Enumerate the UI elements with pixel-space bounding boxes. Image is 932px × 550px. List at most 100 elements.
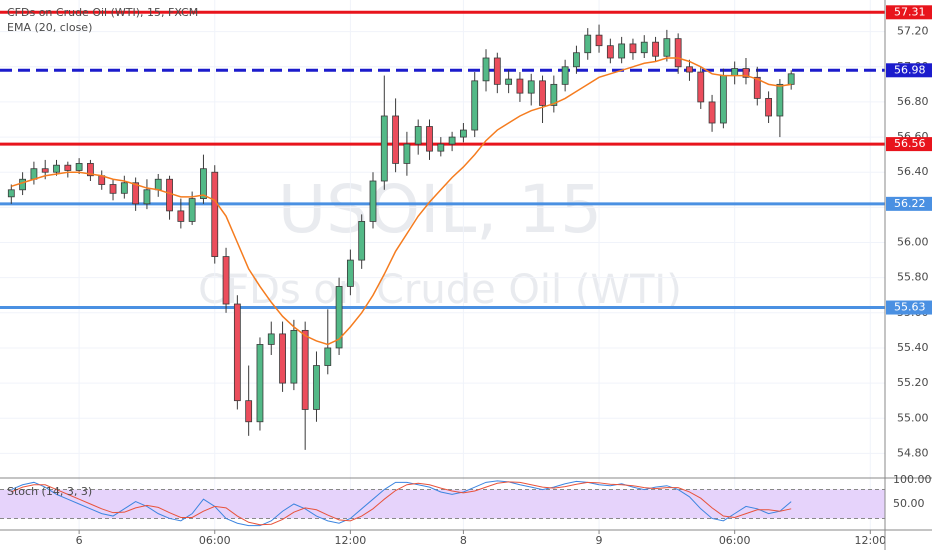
candle-body <box>369 180 377 222</box>
candle-body <box>674 38 682 68</box>
candle-body <box>245 400 253 423</box>
candle-body <box>471 80 479 131</box>
candle-body <box>584 34 592 54</box>
candle-body <box>787 73 795 85</box>
candle-body <box>200 168 207 199</box>
candle-body <box>776 83 784 117</box>
candle-body <box>166 178 173 212</box>
candle-body <box>516 78 524 94</box>
y-tick-label: 56.80 <box>897 95 929 108</box>
candle-body <box>527 80 535 94</box>
candle-body <box>629 43 637 54</box>
watermark-symbol: USOIL, 15 <box>278 171 602 248</box>
y-tick-label: 55.00 <box>897 411 929 424</box>
candle-body <box>7 189 15 198</box>
candle-body <box>211 171 219 257</box>
candle-body <box>267 333 275 345</box>
candle-body <box>606 45 614 59</box>
stoch-title: Stoch (14, 3, 3) <box>7 485 92 498</box>
x-tick-label: 9 <box>596 534 603 547</box>
y-tick-label: 57.20 <box>897 25 929 38</box>
stoch-line <box>11 480 792 527</box>
candle-body <box>618 43 626 59</box>
y-tick-label: 50.00 <box>893 497 925 510</box>
level-tag <box>886 300 932 315</box>
candle-body <box>143 189 151 205</box>
level-tag <box>886 5 932 20</box>
candle-body <box>595 34 603 47</box>
candle-body <box>346 259 354 287</box>
candle-body <box>573 52 580 68</box>
candle-body <box>301 329 309 410</box>
candle-body <box>765 98 772 117</box>
candle-body <box>313 365 320 410</box>
candle-body <box>708 101 716 124</box>
y-tick-label: 56.40 <box>897 165 929 178</box>
candle-body <box>482 57 490 82</box>
watermark-description: CFDs on Crude Oil (WTI) <box>198 267 682 313</box>
candle-body <box>640 41 648 54</box>
candle-body <box>460 129 467 138</box>
candle-body <box>41 168 49 173</box>
candle-body <box>414 126 422 145</box>
y-tick-label: 56.00 <box>897 236 929 249</box>
x-tick-label: 8 <box>460 534 467 547</box>
candle-body <box>324 347 332 366</box>
candle-body <box>53 164 60 173</box>
x-tick-label: 06:00 <box>719 534 751 547</box>
candle-body <box>75 163 83 171</box>
level-tag-label: 56.22 <box>894 197 926 210</box>
x-tick-label: 06:00 <box>199 534 231 547</box>
y-tick-label: 54.80 <box>897 446 929 459</box>
candle-body <box>719 75 727 124</box>
candle-body <box>686 66 693 73</box>
level-tag-label: 56.56 <box>894 137 926 150</box>
candle-body <box>222 256 230 305</box>
candle-body <box>335 286 343 349</box>
candle-body <box>188 198 196 222</box>
candle-body <box>87 163 94 177</box>
y-tick-label: 55.80 <box>897 271 929 284</box>
candle-body <box>233 303 241 402</box>
candle-body <box>290 329 298 384</box>
candle-body <box>380 115 388 182</box>
candle-body <box>505 78 513 85</box>
x-tick-label: 12:00 <box>854 534 886 547</box>
x-tick-label: 12:00 <box>335 534 367 547</box>
level-tag-label: 56.98 <box>894 63 926 76</box>
candle-body <box>663 38 671 57</box>
candle-body <box>120 182 128 194</box>
level-tag <box>886 137 932 152</box>
candle-body <box>132 182 140 205</box>
candle-body <box>561 66 569 85</box>
y-tick-label: 55.40 <box>897 341 929 354</box>
candle-body <box>493 57 501 85</box>
level-tag <box>886 196 932 211</box>
candle-body <box>550 83 558 106</box>
candle-body <box>742 68 750 78</box>
y-tick-label: 55.20 <box>897 376 929 389</box>
candle-body <box>437 143 445 152</box>
stoch-band <box>0 489 885 519</box>
candle-body <box>30 168 38 180</box>
candle-body <box>64 164 72 171</box>
x-tick-label: 6 <box>76 534 83 547</box>
stoch-line <box>11 481 792 526</box>
candle-body <box>392 115 399 164</box>
candle-body <box>109 184 117 194</box>
candle-body <box>539 80 546 106</box>
level-tag <box>886 63 932 78</box>
candle-body <box>154 178 162 191</box>
price-axis-bg <box>885 0 932 550</box>
candle-body <box>19 178 27 191</box>
y-tick-label: 100.00 <box>893 473 932 486</box>
level-tag-label: 55.63 <box>894 301 926 314</box>
ema-legend: EMA (20, close) <box>7 21 92 34</box>
candle-body <box>256 344 264 423</box>
ema-line <box>11 57 792 346</box>
candle-body <box>426 126 433 152</box>
level-tag-label: 57.31 <box>894 5 926 18</box>
chart-title: CFDs on Crude Oil (WTI), 15, FXCM <box>7 6 198 19</box>
